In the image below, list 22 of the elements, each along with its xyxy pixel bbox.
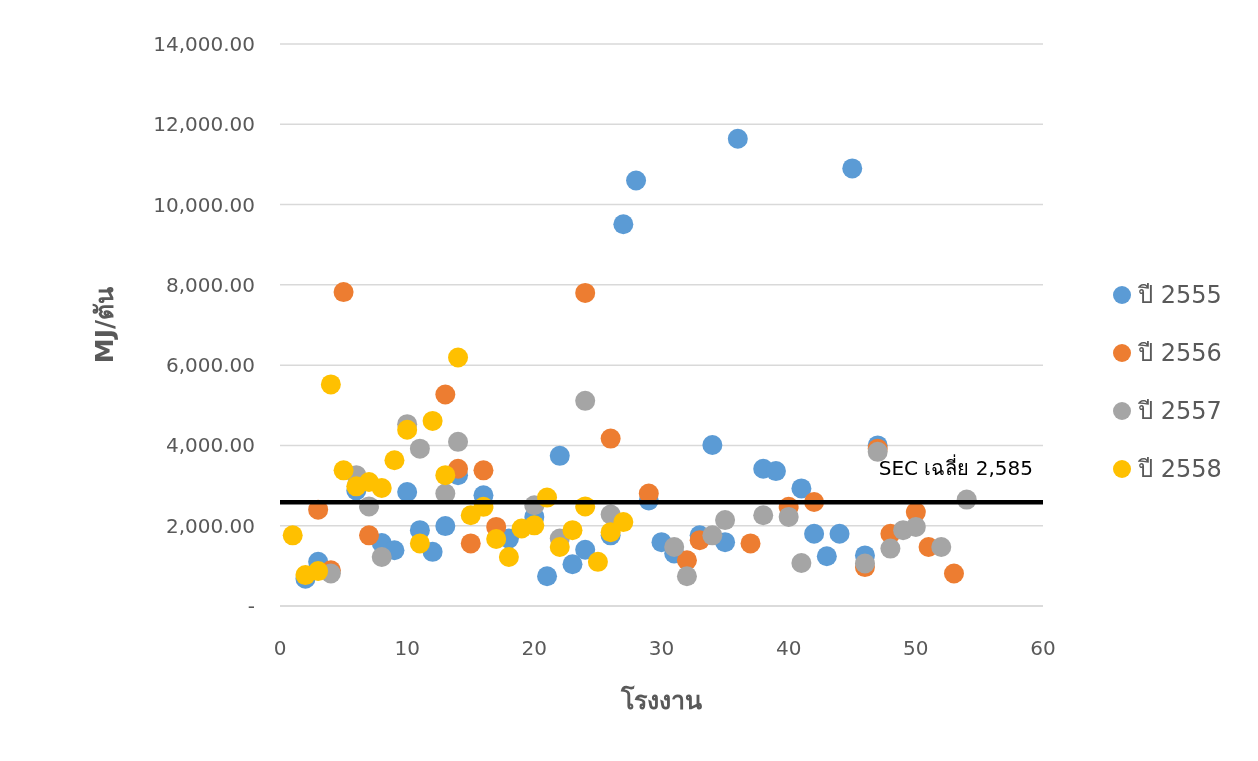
legend-label: ปี 2555 bbox=[1138, 281, 1222, 309]
y-tick-label: 8,000.00 bbox=[165, 272, 255, 297]
ref-line-label: SEC เฉลี่ย 2,585 bbox=[878, 456, 1033, 481]
y-tick-label: 6,000.00 bbox=[165, 353, 255, 378]
y-tick-label: 12,000.00 bbox=[153, 112, 255, 137]
x-tick-label: 40 bbox=[775, 636, 802, 660]
x-axis-title: โรงงาน bbox=[621, 685, 702, 715]
legend-label: ปี 2558 bbox=[1138, 455, 1222, 483]
x-tick-label: 10 bbox=[394, 636, 420, 660]
y-tick-label: - bbox=[247, 594, 255, 618]
y-axis-title: MJ/ตัน bbox=[89, 286, 119, 364]
legend-label: ปี 2556 bbox=[1138, 339, 1222, 367]
x-tick-label: 0 bbox=[273, 636, 287, 660]
y-tick-label: 2,000.00 bbox=[165, 513, 255, 538]
legend-label: ปี 2557 bbox=[1138, 397, 1222, 425]
y-tick-label: 10,000.00 bbox=[153, 192, 255, 217]
x-tick-label: 20 bbox=[521, 636, 548, 660]
x-tick-label: 30 bbox=[648, 636, 675, 660]
x-tick-label: 60 bbox=[1030, 636, 1056, 660]
y-tick-label: 4,000.00 bbox=[165, 433, 255, 458]
y-tick-label: 14,000.00 bbox=[153, 32, 255, 56]
x-tick-label: 50 bbox=[903, 636, 929, 660]
